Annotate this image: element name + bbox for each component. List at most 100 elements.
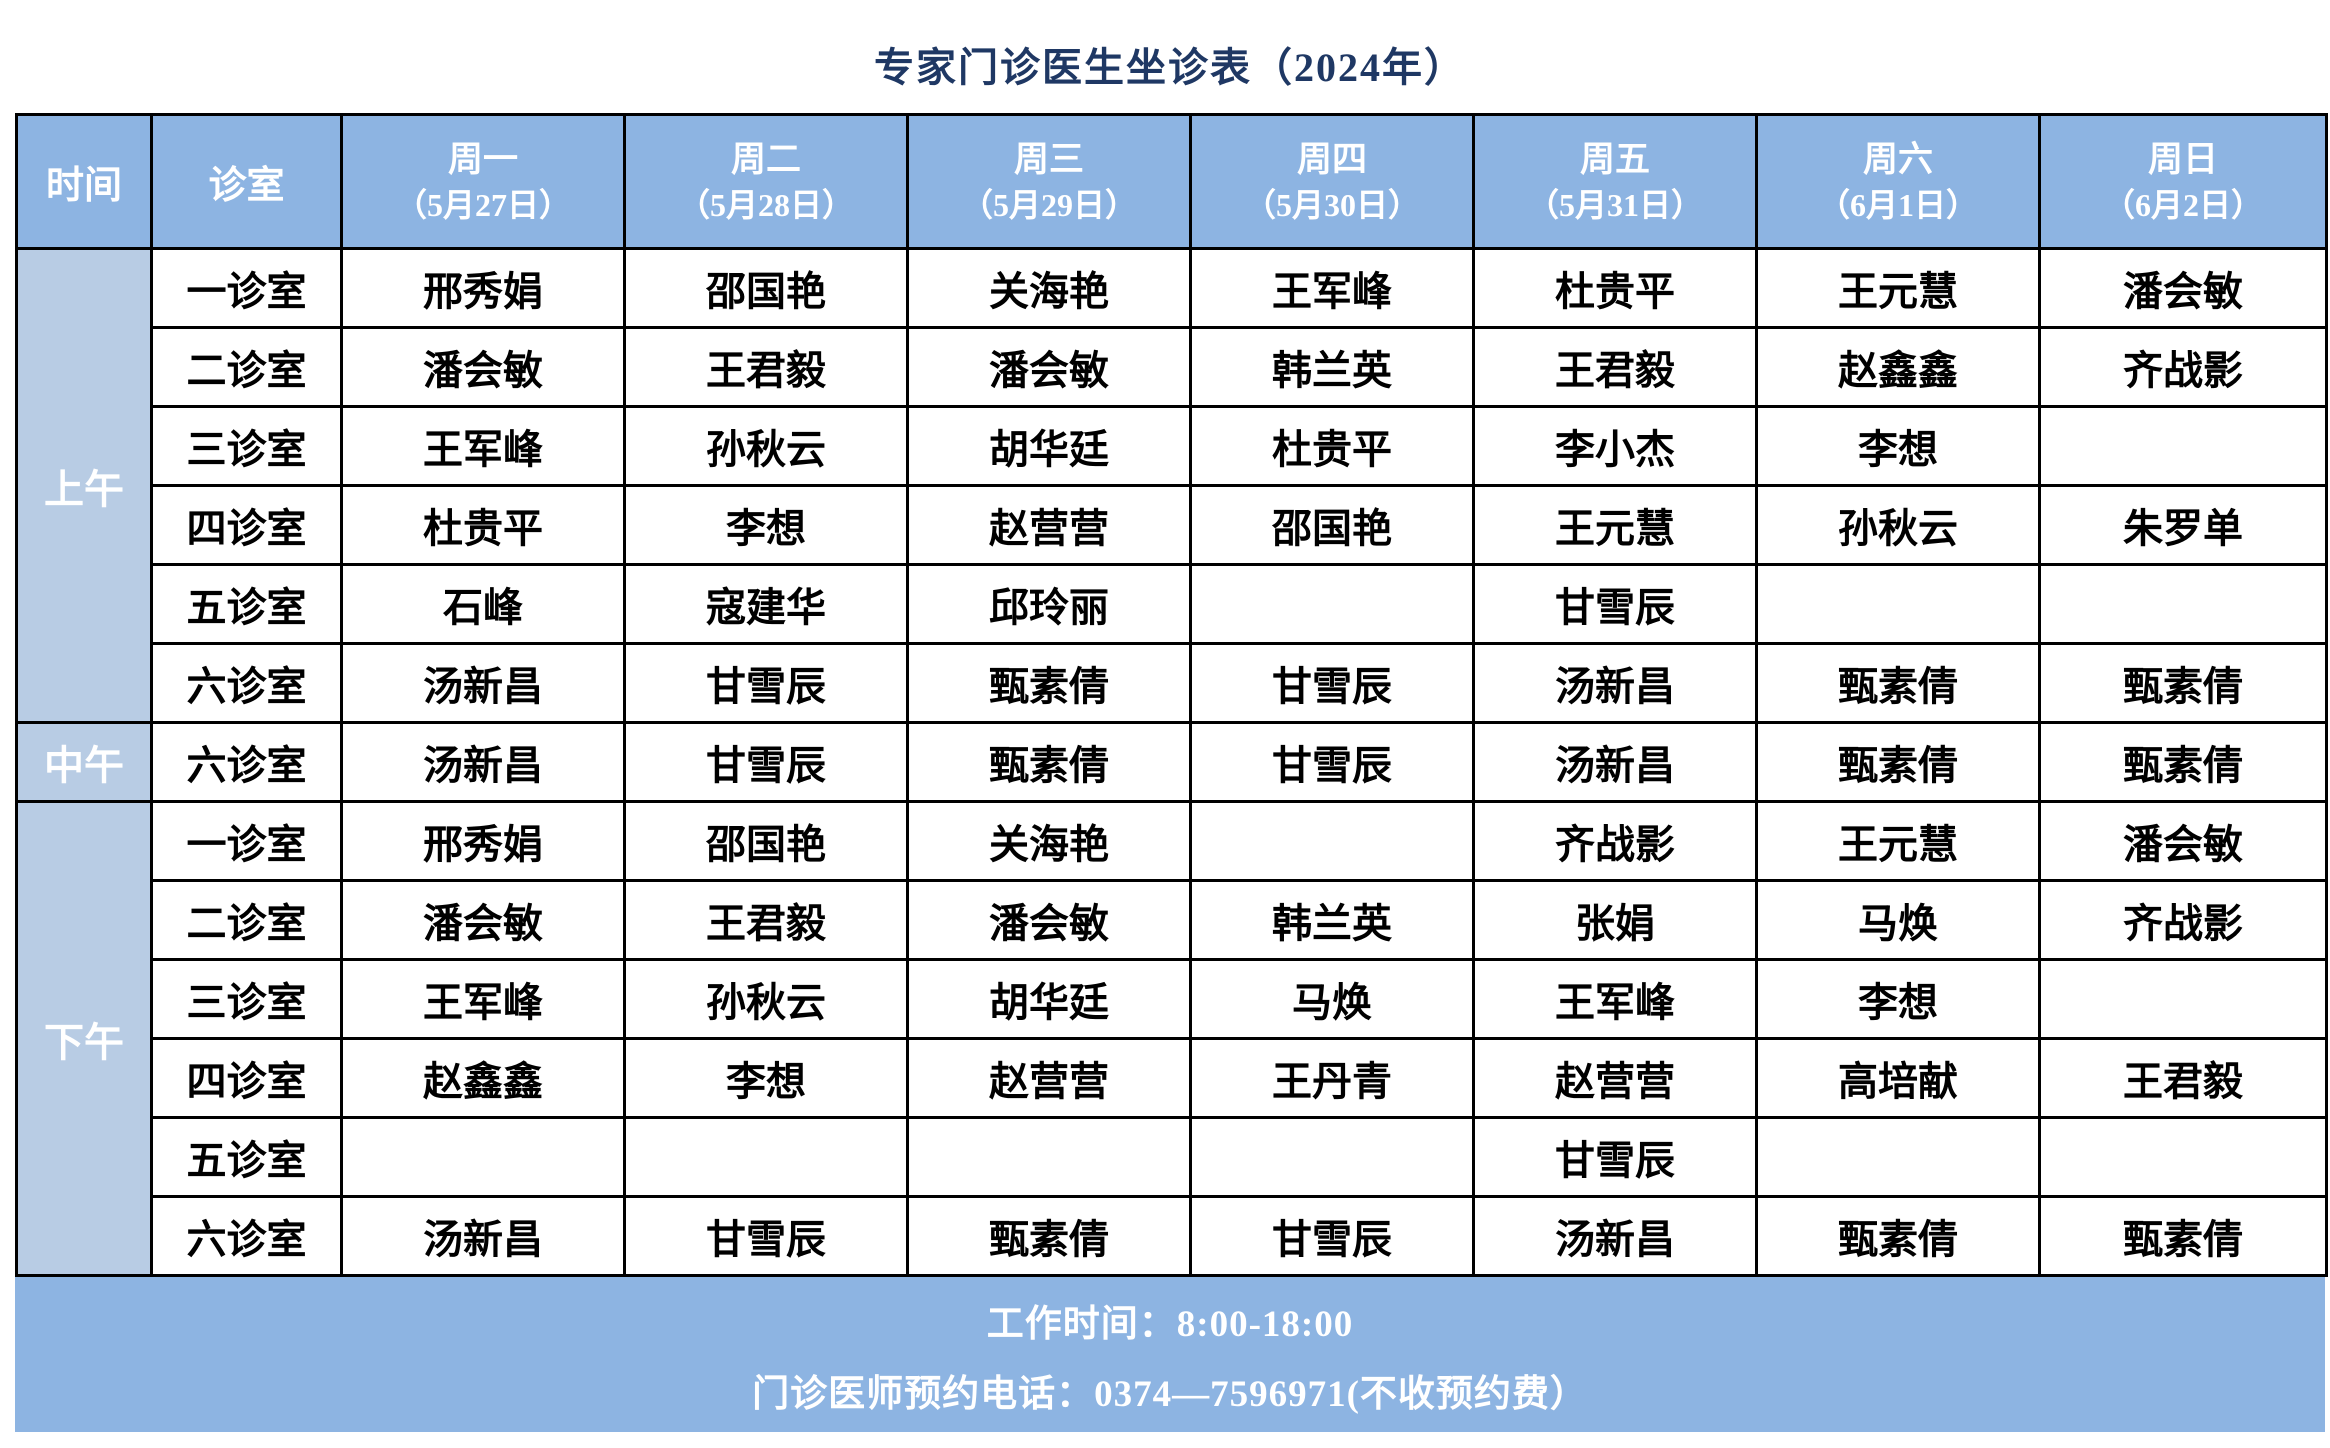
doctor-cell: 甘雪辰 (623, 642, 909, 724)
doctor-cell: 邵国艳 (1189, 484, 1475, 566)
doctor-cell: 邵国艳 (623, 800, 909, 882)
header-day-monday: 周一 （5月27日） (340, 113, 626, 250)
doctor-cell: 关海艳 (906, 800, 1192, 882)
header-day-saturday: 周六 （6月1日） (1755, 113, 2041, 250)
doctor-cell: 王军峰 (1472, 958, 1758, 1040)
header-day-wednesday: 周三 （5月29日） (906, 113, 1192, 250)
footer-booking-phone: 门诊医师预约电话：0374—7596971(不收预约费） (752, 1373, 1588, 1415)
doctor-cell: 汤新昌 (1472, 721, 1758, 803)
doctor-cell: 齐战影 (2038, 879, 2328, 961)
doctor-cell: 邵国艳 (623, 247, 909, 329)
table-row: 五诊室 甘雪辰 (17, 1116, 2328, 1198)
weekday-label: 周二 (730, 140, 801, 180)
doctor-cell: 王军峰 (340, 958, 626, 1040)
doctor-cell (1189, 800, 1475, 882)
doctor-cell: 甄素倩 (906, 642, 1192, 724)
header-time: 时间 (15, 113, 153, 250)
doctor-cell: 关海艳 (906, 247, 1192, 329)
doctor-cell: 寇建华 (623, 563, 909, 645)
room-cell: 三诊室 (150, 405, 343, 487)
doctor-cell (1755, 1116, 2041, 1198)
table-row: 上午 一诊室 邢秀娟 邵国艳 关海艳 王军峰 杜贵平 王元慧 潘会敏 (15, 247, 2328, 724)
date-label: （5月29日） (960, 186, 1137, 223)
weekday-label: 周六 (1862, 140, 1933, 180)
doctor-cell: 潘会敏 (340, 879, 626, 961)
doctor-cell: 马焕 (1755, 879, 2041, 961)
doctor-cell: 李想 (623, 1037, 909, 1119)
doctor-cell: 甄素倩 (1755, 642, 2041, 724)
doctor-cell: 王元慧 (1755, 247, 2041, 329)
doctor-cell: 韩兰英 (1189, 879, 1475, 961)
doctor-cell: 高培献 (1755, 1037, 2041, 1119)
doctor-cell: 甄素倩 (2038, 721, 2328, 803)
room-cell: 一诊室 (150, 800, 343, 882)
doctor-cell (623, 1116, 909, 1198)
doctor-cell: 潘会敏 (2038, 800, 2328, 882)
room-cell: 二诊室 (150, 326, 343, 408)
doctor-cell: 胡华廷 (906, 405, 1192, 487)
table-row: 二诊室 潘会敏 王君毅 潘会敏 韩兰英 王君毅 赵鑫鑫 齐战影 (17, 326, 2328, 408)
header-row: 时间 诊室 周一 （5月27日） 周二 （5月28日） 周三 （5月29日） 周… (15, 113, 2328, 250)
doctor-cell: 李小杰 (1472, 405, 1758, 487)
weekday-label: 周三 (1013, 140, 1084, 180)
room-cell: 六诊室 (150, 721, 343, 803)
page-title: 专家门诊医生坐诊表（2024年） (874, 45, 1466, 90)
doctor-cell: 王军峰 (1189, 247, 1475, 329)
room-cell: 四诊室 (150, 1037, 343, 1119)
room-cell: 六诊室 (150, 642, 343, 724)
table-row: 五诊室 石峰 寇建华 邱玲丽 甘雪辰 (17, 563, 2328, 645)
table-row: 三诊室 王军峰 孙秋云 胡华廷 马焕 王军峰 李想 (17, 958, 2328, 1040)
doctor-cell: 汤新昌 (1472, 1195, 1758, 1277)
table-row: 四诊室 赵鑫鑫 李想 赵营营 王丹青 赵营营 高培献 王君毅 (17, 1037, 2328, 1119)
doctor-cell: 潘会敏 (2038, 247, 2328, 329)
weekday-label: 周日 (2147, 140, 2218, 180)
header-day-sunday: 周日 （6月2日） (2038, 113, 2328, 250)
doctor-cell: 赵鑫鑫 (1755, 326, 2041, 408)
doctor-cell (2038, 563, 2328, 645)
doctor-cell: 甄素倩 (2038, 642, 2328, 724)
doctor-cell: 王军峰 (340, 405, 626, 487)
doctor-cell: 甘雪辰 (1472, 1116, 1758, 1198)
room-cell: 一诊室 (150, 247, 343, 329)
doctor-cell: 王君毅 (623, 326, 909, 408)
doctor-cell: 潘会敏 (906, 879, 1192, 961)
doctor-cell: 邱玲丽 (906, 563, 1192, 645)
doctor-cell: 甄素倩 (1755, 1195, 2041, 1277)
doctor-cell: 张娟 (1472, 879, 1758, 961)
doctor-cell: 齐战影 (1472, 800, 1758, 882)
doctor-cell: 赵营营 (1472, 1037, 1758, 1119)
doctor-cell: 潘会敏 (906, 326, 1192, 408)
doctor-cell (2038, 958, 2328, 1040)
table-row: 中午 六诊室 汤新昌 甘雪辰 甄素倩 甘雪辰 汤新昌 甄素倩 甄素倩 (15, 721, 2328, 803)
weekday-label: 周五 (1579, 140, 1650, 180)
doctor-cell: 李想 (1755, 405, 2041, 487)
doctor-cell: 王元慧 (1472, 484, 1758, 566)
doctor-cell: 杜贵平 (1472, 247, 1758, 329)
table-row: 三诊室 王军峰 孙秋云 胡华廷 杜贵平 李小杰 李想 (17, 405, 2328, 487)
doctor-cell (1755, 563, 2041, 645)
doctor-cell: 甘雪辰 (1189, 721, 1475, 803)
doctor-cell: 石峰 (340, 563, 626, 645)
room-cell: 四诊室 (150, 484, 343, 566)
doctor-cell: 甄素倩 (906, 1195, 1192, 1277)
doctor-cell: 甘雪辰 (1189, 1195, 1475, 1277)
doctor-cell: 邢秀娟 (340, 247, 626, 329)
doctor-cell: 甄素倩 (1755, 721, 2041, 803)
doctor-cell: 王君毅 (623, 879, 909, 961)
doctor-cell: 杜贵平 (340, 484, 626, 566)
room-cell: 三诊室 (150, 958, 343, 1040)
doctor-cell: 甘雪辰 (1472, 563, 1758, 645)
doctor-cell: 齐战影 (2038, 326, 2328, 408)
doctor-cell (1189, 1116, 1475, 1198)
date-label: （6月2日） (2102, 186, 2263, 223)
section-noon: 中午 (15, 721, 153, 803)
doctor-cell: 甘雪辰 (623, 721, 909, 803)
doctor-cell (906, 1116, 1192, 1198)
doctor-cell: 李想 (623, 484, 909, 566)
doctor-cell (2038, 1116, 2328, 1198)
doctor-cell: 孙秋云 (623, 405, 909, 487)
section-afternoon: 下午 (15, 800, 153, 1277)
footer-banner: 工作时间：8:00-18:00 门诊医师预约电话：0374—7596971(不收… (15, 1277, 2325, 1432)
header-day-friday: 周五 （5月31日） (1472, 113, 1758, 250)
doctor-cell: 杜贵平 (1189, 405, 1475, 487)
